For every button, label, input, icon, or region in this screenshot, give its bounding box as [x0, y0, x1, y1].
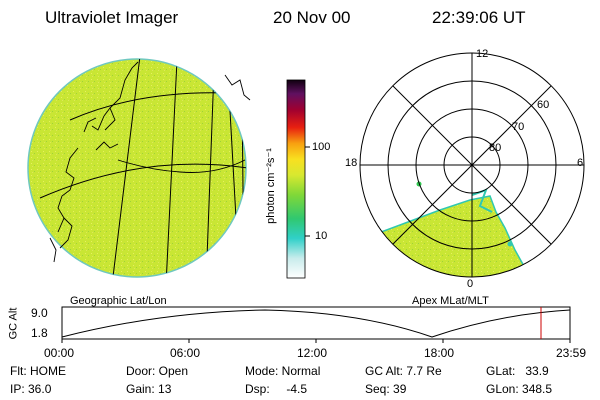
altitude-plot-frame	[61, 306, 571, 340]
colorbar-gradient	[286, 79, 306, 279]
mlt-label-0: 0	[467, 278, 474, 290]
polar-grid	[359, 52, 585, 278]
status-ip: IP: 36.0	[10, 382, 52, 396]
altitude-xtick-2359: 23:59	[556, 346, 587, 360]
status-dsp: Dsp: -4.5	[245, 382, 308, 396]
right-panel-caption: Apex MLat/MLT	[412, 295, 489, 307]
altitude-xtick-1200: 12:00	[297, 346, 328, 360]
mlt-label-18: 18	[345, 157, 358, 169]
status-flt: Flt: HOME	[10, 364, 66, 378]
status-mode: Mode: Normal	[245, 364, 321, 378]
mlt-label-12: 12	[476, 48, 489, 60]
date-readout: 20 Nov 00	[273, 8, 351, 27]
altitude-ylabel: GC Alt	[7, 307, 20, 340]
status-door: Door: Open	[126, 364, 189, 378]
colorbar-tick-10: 10	[315, 230, 328, 242]
mlat-label-70: 70	[512, 121, 525, 133]
status-glat: GLat: 33.9	[486, 364, 549, 378]
status-gcalt: GC Alt: 7.7 Re	[365, 364, 442, 378]
coastlines	[49, 61, 251, 263]
status-glon: GLon: 348.5	[486, 382, 553, 396]
altitude-xtick-1800: 18:00	[424, 346, 455, 360]
mlat-label-80: 80	[489, 142, 502, 154]
auroral-spot	[507, 241, 513, 247]
altitude-ytick-1-8: 1.8	[31, 326, 48, 340]
altitude-curve	[61, 309, 571, 338]
mlt-label-6: 6	[577, 157, 584, 169]
colorbar-tick-100: 100	[312, 141, 331, 153]
altitude-xtick-0600: 06:00	[170, 346, 201, 360]
altitude-xtick-0000: 00:00	[44, 346, 75, 360]
time-readout: 22:39:06 UT	[432, 8, 526, 27]
left-panel-caption: Geographic Lat/Lon	[70, 295, 167, 307]
altitude-ticks	[61, 339, 571, 343]
status-gain: Gain: 13	[126, 382, 172, 396]
altitude-ytick-9: 9.0	[31, 306, 48, 320]
mlat-label-60: 60	[537, 99, 550, 111]
status-seq: Seq: 39	[365, 382, 407, 396]
page-title: Ultraviolet Imager	[45, 8, 179, 27]
